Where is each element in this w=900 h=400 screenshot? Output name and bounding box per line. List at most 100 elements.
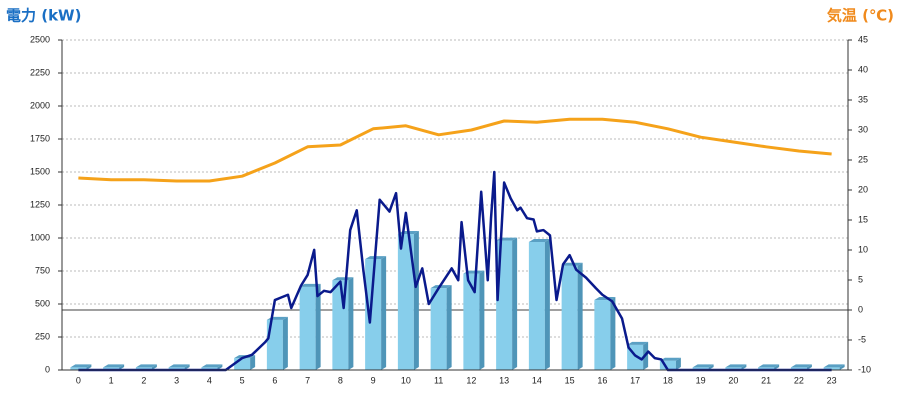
bar-face bbox=[299, 283, 321, 287]
bar-face bbox=[135, 367, 152, 370]
bar-face bbox=[217, 364, 223, 370]
y2-tick-label: 30 bbox=[858, 124, 868, 134]
x-tick-label: 17 bbox=[630, 375, 640, 385]
bar bbox=[463, 270, 485, 370]
bar-face bbox=[365, 259, 382, 370]
bar-face bbox=[512, 237, 518, 370]
bar bbox=[299, 283, 321, 370]
bar-face bbox=[561, 265, 578, 370]
bar bbox=[659, 357, 681, 370]
bar bbox=[725, 364, 747, 370]
y2-tick-label: 35 bbox=[858, 94, 868, 104]
bar-face bbox=[119, 364, 125, 370]
bar-face bbox=[168, 364, 190, 368]
y-tick-label: 1250 bbox=[30, 199, 50, 209]
bar-face bbox=[184, 364, 190, 370]
bar-face bbox=[463, 270, 485, 274]
bar bbox=[430, 285, 452, 370]
x-tick-label: 15 bbox=[565, 375, 575, 385]
bar-face bbox=[332, 277, 354, 281]
x-tick-label: 19 bbox=[696, 375, 706, 385]
bar bbox=[692, 364, 714, 370]
x-tick-label: 4 bbox=[207, 375, 212, 385]
bar-face bbox=[479, 270, 485, 370]
bar bbox=[594, 297, 616, 370]
bar-face bbox=[201, 367, 218, 370]
x-tick-label: 11 bbox=[434, 375, 443, 385]
y-tick-label: 1750 bbox=[30, 133, 50, 143]
bar bbox=[397, 231, 419, 370]
bar-face bbox=[397, 234, 414, 370]
bar bbox=[201, 364, 223, 370]
bar-face bbox=[282, 316, 288, 370]
y-tick-label: 2250 bbox=[30, 67, 50, 77]
bar-face bbox=[839, 364, 845, 370]
x-tick-label: 20 bbox=[728, 375, 738, 385]
line bbox=[78, 117, 832, 183]
y2-tick-label: 10 bbox=[858, 244, 868, 254]
bar bbox=[528, 238, 550, 370]
x-tick-label: 0 bbox=[76, 375, 81, 385]
y2-tick-label: 20 bbox=[858, 184, 868, 194]
y2-tick-label: 45 bbox=[858, 34, 868, 44]
bar-face bbox=[151, 364, 157, 370]
bar-face bbox=[201, 364, 223, 368]
x-tick-label: 10 bbox=[401, 375, 411, 385]
x-tick-label: 2 bbox=[141, 375, 146, 385]
bar-face bbox=[561, 262, 583, 266]
x-tick-label: 14 bbox=[532, 375, 542, 385]
y-tick-label: 0 bbox=[45, 364, 50, 374]
y-tick-label: 750 bbox=[35, 265, 50, 275]
bar-face bbox=[675, 357, 681, 370]
bar bbox=[561, 262, 583, 370]
bar-face bbox=[708, 364, 714, 370]
bar bbox=[70, 364, 92, 370]
bar-face bbox=[70, 367, 87, 370]
bar bbox=[103, 364, 125, 370]
x-tick-label: 1 bbox=[109, 375, 114, 385]
bar-face bbox=[823, 364, 845, 368]
bar bbox=[168, 364, 190, 370]
bar-face bbox=[659, 357, 681, 361]
x-tick-label: 23 bbox=[827, 375, 837, 385]
bar-face bbox=[266, 319, 283, 370]
bar-face bbox=[758, 367, 775, 370]
y-axis-title: 電力 (kW) bbox=[6, 7, 81, 25]
bar-face bbox=[86, 364, 92, 370]
bar-face bbox=[692, 364, 714, 368]
bar-face bbox=[806, 364, 812, 370]
y-tick-label: 1000 bbox=[30, 232, 50, 242]
bar-face bbox=[627, 341, 649, 345]
bar-face bbox=[790, 364, 812, 368]
bar-face bbox=[725, 367, 742, 370]
bar-face bbox=[315, 283, 321, 370]
bar-face bbox=[103, 364, 125, 368]
bar-face bbox=[430, 285, 452, 289]
bar bbox=[823, 364, 845, 370]
x-tick-label: 9 bbox=[371, 375, 376, 385]
x-tick-label: 13 bbox=[499, 375, 509, 385]
bar-face bbox=[103, 367, 120, 370]
bar-face bbox=[577, 262, 583, 370]
x-tick-label: 22 bbox=[794, 375, 804, 385]
y-tick-label: 1500 bbox=[30, 166, 50, 176]
x-tick-label: 7 bbox=[305, 375, 310, 385]
bar-face bbox=[790, 367, 807, 370]
y2-tick-label: 15 bbox=[858, 214, 868, 224]
x-tick-label: 5 bbox=[240, 375, 245, 385]
x-tick-label: 8 bbox=[338, 375, 343, 385]
y2-tick-label: 40 bbox=[858, 64, 868, 74]
bar-face bbox=[774, 364, 780, 370]
y2-axis-title: 気温 (℃) bbox=[827, 7, 894, 25]
bar-face bbox=[823, 367, 840, 370]
bar-face bbox=[168, 367, 185, 370]
y2-tick-label: 25 bbox=[858, 154, 868, 164]
bar-face bbox=[463, 273, 480, 370]
x-tick-label: 16 bbox=[597, 375, 607, 385]
bar bbox=[758, 364, 780, 370]
y2-tick-label: -5 bbox=[858, 334, 866, 344]
bar-face bbox=[413, 231, 419, 370]
y-tick-label: 2500 bbox=[30, 34, 50, 44]
bar-face bbox=[741, 364, 747, 370]
